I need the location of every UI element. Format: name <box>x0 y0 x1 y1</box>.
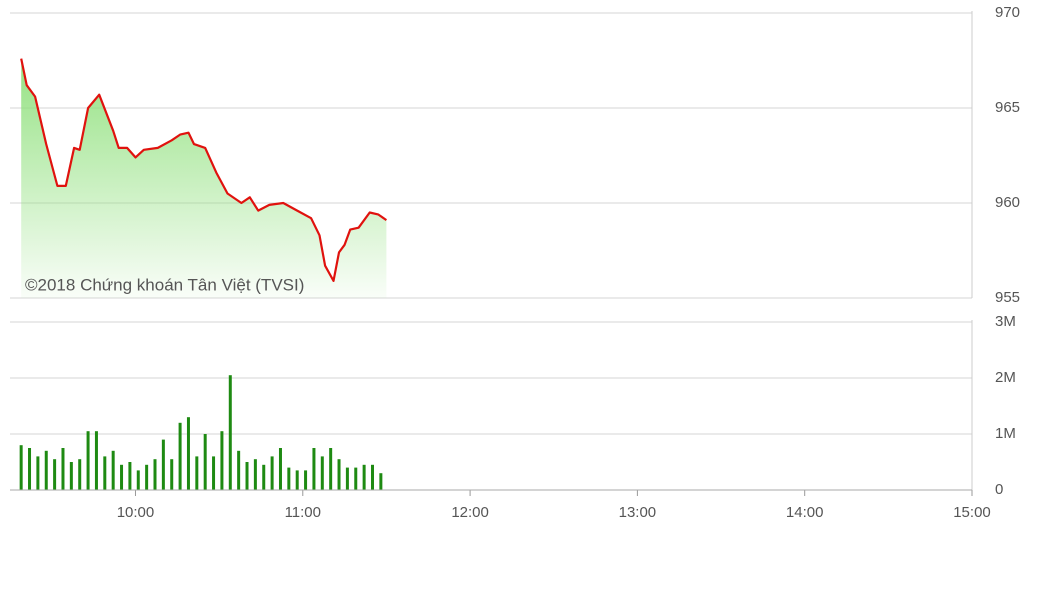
bar <box>28 448 32 490</box>
y-tick-label: 0 <box>995 481 1003 498</box>
bar <box>136 470 140 490</box>
y-tick-label: 970 <box>995 4 1020 21</box>
bar <box>329 448 333 490</box>
y-tick-label: 965 <box>995 99 1020 116</box>
bar <box>245 462 249 490</box>
bar <box>170 459 174 490</box>
watermark: ©2018 Chứng khoán Tân Việt (TVSI) <box>25 275 304 294</box>
bar <box>253 459 257 490</box>
x-tick-label: 10:00 <box>117 504 155 521</box>
bar <box>78 459 82 490</box>
bar <box>379 473 383 490</box>
bar <box>69 462 73 490</box>
bar <box>228 375 232 490</box>
bar <box>220 431 224 490</box>
bar <box>111 450 115 490</box>
bar <box>337 459 341 490</box>
bar <box>145 464 149 490</box>
bar <box>128 462 132 490</box>
bar <box>270 456 274 490</box>
bar <box>212 456 216 490</box>
bar <box>237 450 241 490</box>
bar <box>195 456 199 490</box>
x-tick-label: 13:00 <box>619 504 657 521</box>
bar <box>94 431 98 490</box>
x-tick-label: 12:00 <box>451 504 489 521</box>
bar <box>44 450 48 490</box>
bar <box>86 431 90 490</box>
y-tick-label: 2M <box>995 369 1016 386</box>
bar <box>295 470 299 490</box>
bar <box>153 459 157 490</box>
x-tick-label: 11:00 <box>285 504 321 521</box>
bar <box>19 445 23 490</box>
bar <box>203 434 207 490</box>
bar <box>161 439 165 490</box>
y-tick-label: 1M <box>995 425 1016 442</box>
bar <box>61 448 65 490</box>
y-tick-label: 955 <box>995 289 1020 306</box>
x-tick-label: 14:00 <box>786 504 824 521</box>
bar <box>345 467 349 490</box>
bar <box>103 456 107 490</box>
bar <box>362 464 366 490</box>
bar <box>312 448 316 490</box>
bar <box>53 459 57 490</box>
bar <box>287 467 291 490</box>
bar <box>178 422 182 490</box>
bar <box>278 448 282 490</box>
bar <box>120 464 124 490</box>
price-line <box>20 58 388 282</box>
x-tick-label: 15:00 <box>953 504 991 521</box>
bar <box>370 464 374 490</box>
area <box>21 58 387 298</box>
bar <box>320 456 324 490</box>
bar <box>304 470 308 490</box>
bar <box>186 417 190 490</box>
bar <box>262 464 266 490</box>
bar <box>354 467 358 490</box>
y-tick-label: 3M <box>995 313 1016 330</box>
bar <box>36 456 40 490</box>
y-tick-label: 960 <box>995 194 1020 211</box>
